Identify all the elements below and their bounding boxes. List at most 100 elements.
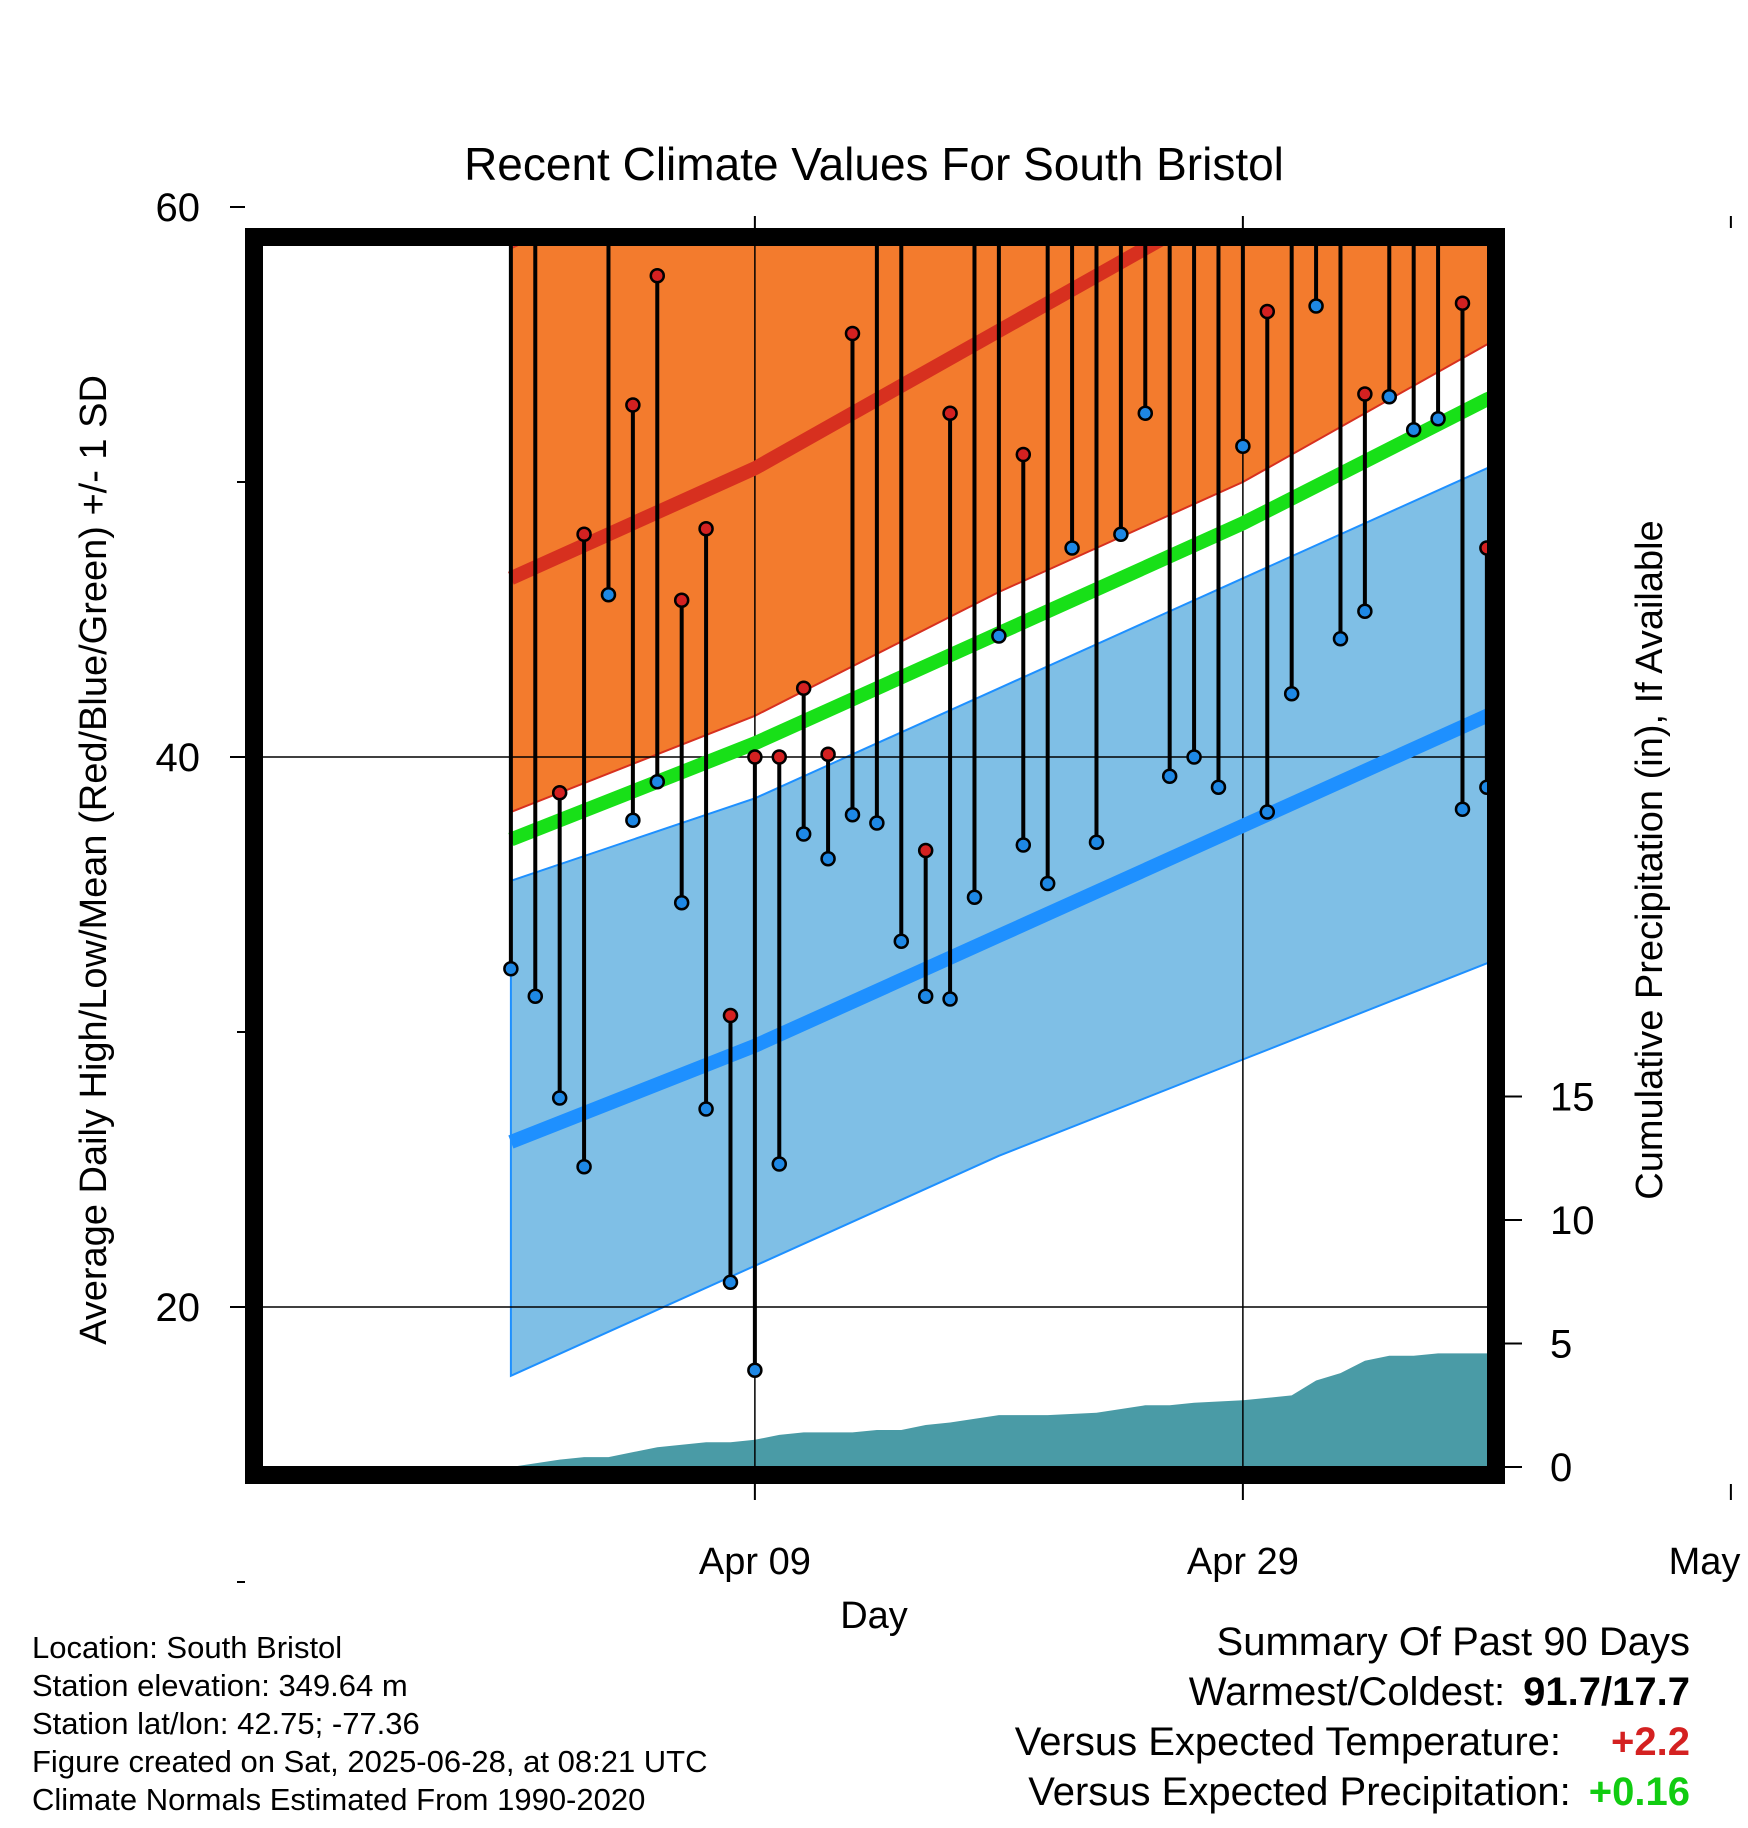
daily-high-point [895, 198, 908, 211]
daily-high-point [1066, 198, 1079, 211]
y2-axis-title: Cumulative Precipitation (in), If Availa… [1629, 520, 1671, 1199]
daily-low-point [1627, 267, 1640, 280]
daily-low-point [771, 1156, 788, 1172]
daily-low-point [795, 826, 812, 842]
daily-high-point [1529, 247, 1542, 260]
daily-low-point [1479, 779, 1488, 795]
daily-low-point [1210, 779, 1227, 795]
daily-low-point [1454, 801, 1471, 817]
precip-value: +0.16 [1588, 1770, 1690, 1814]
daily-low-point [1724, 748, 1737, 761]
y-tick-label: 40 [156, 736, 201, 780]
daily-low-point [1651, 278, 1664, 291]
daily-high-point [1090, 36, 1103, 49]
daily-low-point [722, 1274, 739, 1290]
elevation-text: Station elevation: 349.64 m [32, 1668, 408, 1703]
daily-high-point [1163, 113, 1176, 126]
daily-low-point [1015, 837, 1032, 853]
daily-high-point [747, 749, 763, 765]
location-text: Location: South Bristol [32, 1630, 343, 1665]
daily-high-point [722, 1007, 739, 1024]
daily-low-point [1259, 804, 1276, 820]
summary-title: Summary Of Past 90 Days [1216, 1620, 1690, 1664]
daily-low-point [673, 895, 690, 911]
daily-low-point [1602, 239, 1615, 252]
daily-low-point [1405, 422, 1422, 438]
daily-high-point [1259, 303, 1276, 320]
y-tick-label: 20 [156, 1286, 201, 1330]
daily-high-point [649, 268, 666, 284]
daily-low-point [1235, 438, 1251, 454]
daily-high-point [529, 88, 542, 101]
daily-low-point [625, 812, 641, 828]
high-normal-line [508, 245, 1166, 585]
x-tick-label: Apr 29 [1187, 1541, 1299, 1583]
daily-low-point [966, 889, 983, 905]
daily-low-point [1186, 749, 1202, 765]
daily-low-point [869, 815, 885, 831]
daily-low-point [600, 587, 617, 603]
daily-low-point [1137, 405, 1154, 421]
daily-high-point [795, 680, 812, 696]
daily-high-point [1357, 386, 1373, 402]
created-text: Figure created on Sat, 2025-06-28, at 08… [32, 1744, 708, 1779]
low-normal-line [508, 707, 1488, 1149]
summary-warmest: Warmest/Coldest: 91.7/17.7 [1189, 1670, 1690, 1715]
daily-high-point [698, 521, 714, 537]
daily-high-point [1479, 540, 1488, 556]
daily-low-point [747, 1362, 763, 1378]
y2-tick-label: 10 [1550, 1199, 1595, 1243]
daily-low-point [576, 1159, 592, 1175]
precipitation-area [510, 1155, 1488, 1467]
daily-high-point [870, 0, 883, 7]
daily-high-point [942, 405, 958, 421]
daily-low-point [551, 1090, 568, 1106]
daily-high-point [625, 397, 641, 413]
daily-low-point [893, 933, 910, 949]
daily-low-point [1505, 641, 1518, 654]
plot-frame [245, 228, 1505, 1484]
daily-low-point [820, 851, 836, 867]
latlon-text: Station lat/lon: 42.75; -77.36 [32, 1706, 420, 1741]
precip-label: Versus Expected Precipitation: [1028, 1770, 1571, 1814]
daily-low-point [1529, 756, 1542, 769]
summary-precipitation: Versus Expected Precipitation: +0.16 [1028, 1770, 1690, 1815]
daily-low-point [991, 628, 1007, 644]
daily-low-point [844, 807, 861, 823]
daily-low-point [1039, 875, 1056, 892]
daily-high-point [504, 3, 517, 16]
daily-high-point [917, 842, 934, 859]
daily-low-point [1064, 540, 1080, 556]
daily-high-point [673, 592, 690, 608]
y-axis-title: Average Daily High/Low/Mean (Red/Blue/Gr… [73, 375, 115, 1345]
temp-value: +2.2 [1611, 1720, 1690, 1764]
daily-low-point [503, 961, 519, 977]
daily-low-point [1700, 555, 1713, 568]
daily-high-point [844, 325, 861, 342]
x-axis-title: Day [840, 1595, 908, 1637]
y2-tick-label: 0 [1550, 1446, 1572, 1490]
daily-low-point [1554, 734, 1567, 747]
y-tick-label: 60 [156, 186, 201, 230]
daily-low-point [1332, 631, 1349, 647]
chart-title: Recent Climate Values For South Bristol [464, 138, 1284, 190]
warmest-label: Warmest/Coldest: [1188, 1670, 1506, 1714]
daily-low-point [1381, 389, 1398, 405]
daily-low-point [1578, 289, 1591, 302]
daily-high-point [1602, 137, 1615, 150]
daily-high-point [820, 746, 836, 762]
y2-tick-label: 5 [1550, 1323, 1572, 1367]
daily-low-point [649, 774, 666, 790]
daily-low-point [527, 988, 544, 1004]
warmest-value: 91.7/17.7 [1523, 1670, 1690, 1714]
daily-high-point [551, 785, 568, 801]
daily-low-point [917, 988, 934, 1004]
x-tick-label: Apr 09 [699, 1541, 811, 1583]
daily-high-point [1700, 297, 1713, 310]
daily-high-point [1454, 295, 1471, 311]
daily-high-point [576, 526, 592, 542]
x-tick-label: May 19 [1669, 1541, 1748, 1583]
y2-tick-label: 15 [1550, 1076, 1595, 1120]
